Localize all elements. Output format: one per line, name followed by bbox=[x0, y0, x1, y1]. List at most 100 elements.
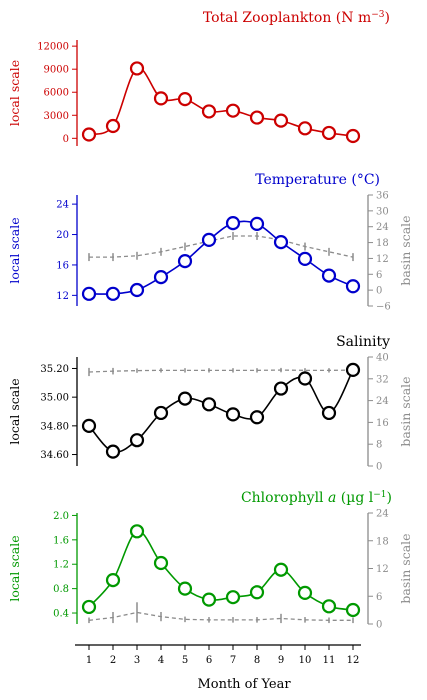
panel-zoo: Total Zooplankton (N m−3) 0 3000 6000 9000 12… bbox=[7, 10, 390, 146]
data-point bbox=[321, 125, 337, 141]
title-text: Chlorophyll bbox=[241, 490, 324, 506]
local-series-line bbox=[88, 369, 354, 453]
data-point bbox=[105, 286, 121, 301]
data-point bbox=[81, 127, 97, 142]
panel-title: Total Zooplankton (N m−3) bbox=[203, 10, 390, 26]
data-point bbox=[129, 524, 145, 539]
right-tick-label: 30 bbox=[376, 206, 389, 217]
data-point bbox=[177, 92, 193, 107]
chart-panels: Total Zooplankton (N m−3)030006000900012… bbox=[7, 10, 413, 631]
left-tick-label: 34.80 bbox=[40, 421, 69, 432]
data-point bbox=[105, 118, 121, 134]
left-tick-label: 0.8 bbox=[53, 584, 69, 595]
left-axis-label: local scale bbox=[7, 378, 22, 444]
left-tick-label: 2.0 bbox=[53, 511, 69, 522]
left-tick-label: 12000 bbox=[37, 42, 69, 53]
data-point bbox=[177, 581, 193, 596]
left-tick-label: 0 bbox=[63, 134, 69, 145]
left-axis-label: local scale bbox=[7, 535, 22, 601]
data-point bbox=[129, 433, 145, 448]
x-tick-label: 7 bbox=[230, 655, 236, 666]
data-point bbox=[153, 405, 169, 421]
data-point bbox=[201, 104, 217, 119]
x-tick-label: 6 bbox=[206, 655, 212, 666]
right-tick-label: 12 bbox=[376, 254, 389, 265]
panel-title: Temperature (°C) bbox=[255, 172, 380, 188]
basin-line bbox=[88, 369, 354, 373]
title-sup: −3 bbox=[371, 10, 385, 20]
local-series-line bbox=[88, 67, 354, 137]
right-axis-label: basin scale bbox=[398, 533, 413, 603]
left-tick-label: 6000 bbox=[44, 88, 69, 99]
data-point bbox=[321, 268, 337, 283]
data-point bbox=[345, 362, 361, 378]
right-tick-label: 6 bbox=[376, 270, 382, 281]
data-point bbox=[321, 405, 337, 421]
left-tick-label: 1.6 bbox=[53, 535, 69, 546]
data-point bbox=[345, 128, 361, 144]
data-point bbox=[249, 410, 265, 425]
title-text: Total Zooplankton (N m bbox=[203, 10, 371, 26]
month-axis: 1 2 3 4 5 6 7 8 9 10 11 12 bbox=[75, 644, 361, 666]
right-tick-label: 24 bbox=[376, 396, 389, 407]
data-point bbox=[297, 585, 313, 600]
data-point bbox=[225, 216, 241, 231]
x-axis-label: Month of Year bbox=[197, 677, 291, 692]
left-tick-label: 0.4 bbox=[53, 609, 69, 620]
title-italic: a bbox=[324, 490, 337, 506]
data-point bbox=[201, 232, 217, 247]
data-point bbox=[105, 572, 121, 588]
right-tick-label: 8 bbox=[376, 440, 382, 451]
right-tick-label: 24 bbox=[376, 222, 389, 233]
basin-line bbox=[88, 611, 353, 621]
left-tick-label: 16 bbox=[56, 260, 69, 271]
data-point bbox=[177, 391, 193, 406]
panel-chl: Chlorophyll a (µg l−1) 0.4 0.8 1.2 1.6 2.0 loc… bbox=[7, 490, 413, 631]
right-tick-label: 0 bbox=[376, 462, 382, 473]
data-point bbox=[297, 251, 313, 266]
right-tick-label: 16 bbox=[376, 418, 389, 429]
data-point bbox=[321, 599, 337, 614]
data-point bbox=[153, 91, 169, 106]
left-tick-label: 24 bbox=[56, 200, 69, 211]
data-point bbox=[225, 103, 241, 118]
panel-sal: Salinity 34.60 34.80 35.00 35.20 local scale 0… bbox=[7, 334, 413, 473]
title-end: ) bbox=[387, 490, 392, 506]
data-point bbox=[153, 270, 169, 285]
panel-title: Chlorophyll a (µg l−1) bbox=[241, 490, 392, 506]
data-point bbox=[273, 381, 289, 396]
right-tick-label: 18 bbox=[376, 238, 389, 249]
title-tail: (µg l bbox=[336, 490, 373, 506]
left-tick-label: 3000 bbox=[44, 111, 69, 122]
left-tick-label: 1.2 bbox=[53, 560, 69, 571]
x-tick-label: 2 bbox=[110, 655, 116, 666]
right-tick-label: 40 bbox=[376, 353, 389, 364]
data-point bbox=[129, 282, 145, 298]
data-point bbox=[201, 592, 217, 607]
data-point bbox=[105, 444, 121, 459]
right-axis-label: basin scale bbox=[398, 215, 413, 285]
left-axis-label: local scale bbox=[7, 60, 22, 126]
data-point bbox=[249, 585, 265, 600]
left-tick-label: 12 bbox=[56, 291, 69, 302]
left-axis-label: local scale bbox=[7, 217, 22, 283]
data-point bbox=[297, 121, 313, 136]
right-tick-label: 0 bbox=[376, 286, 382, 297]
title-text: Salinity bbox=[336, 334, 390, 350]
data-point bbox=[249, 216, 265, 231]
panel-temp: Temperature (°C) 12 16 20 24 local scale −6 0 6 1… bbox=[7, 172, 413, 313]
data-point bbox=[201, 397, 217, 412]
x-tick-label: 8 bbox=[254, 655, 260, 666]
panel-title: Salinity bbox=[336, 334, 390, 350]
basin-line bbox=[89, 235, 354, 258]
right-tick-label: 18 bbox=[376, 536, 389, 547]
right-tick-label: 24 bbox=[376, 509, 389, 520]
data-point bbox=[273, 113, 289, 128]
left-tick-label: 35.20 bbox=[40, 364, 69, 375]
data-point bbox=[273, 562, 289, 577]
right-tick-label: 32 bbox=[376, 374, 389, 385]
local-series-line bbox=[88, 530, 354, 611]
title-tail: ) bbox=[385, 10, 390, 26]
data-point bbox=[81, 599, 97, 615]
